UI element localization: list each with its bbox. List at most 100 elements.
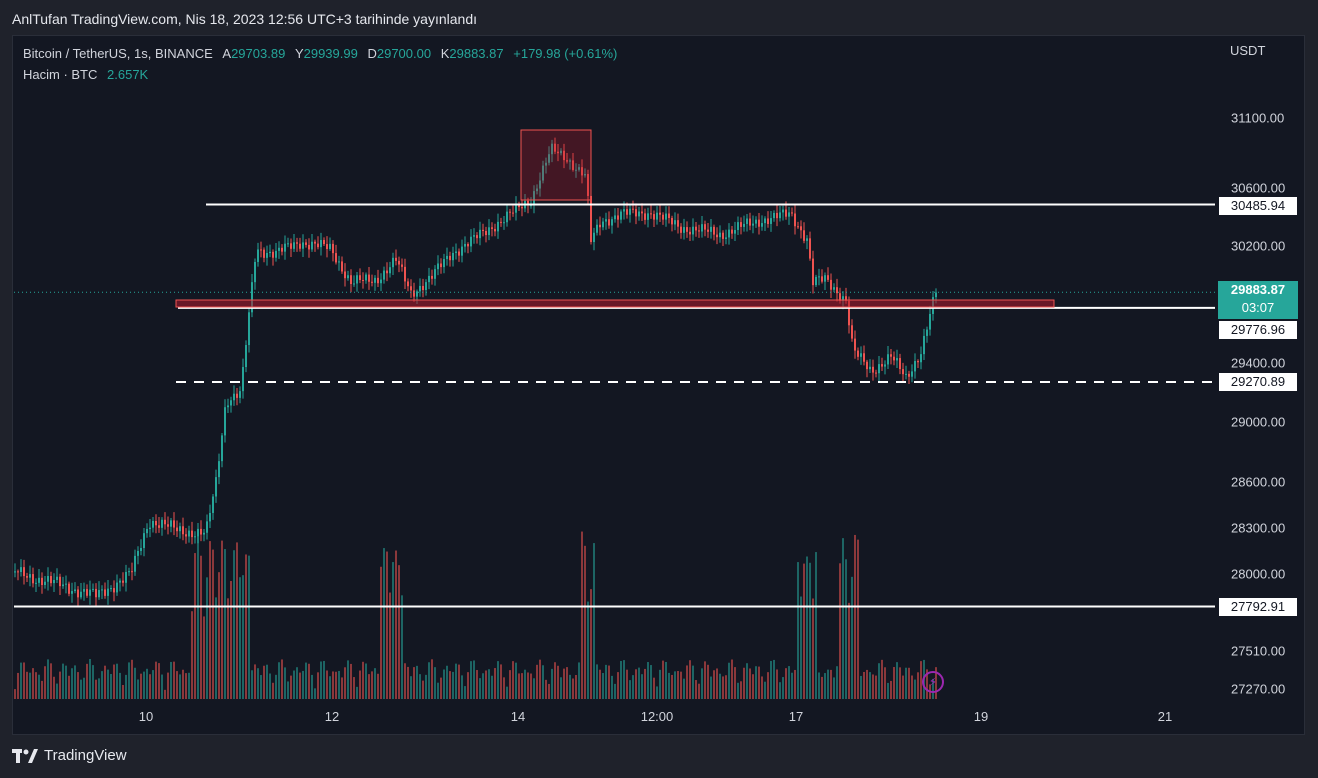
volume-bar xyxy=(524,669,526,699)
volume-bar xyxy=(731,659,733,699)
volume-bar xyxy=(257,668,259,699)
volume-bar xyxy=(869,672,871,699)
volume-bar xyxy=(299,672,301,699)
volume-bar xyxy=(791,672,793,699)
candle-body xyxy=(233,393,235,401)
volume-bar xyxy=(167,672,169,699)
candle-body xyxy=(764,218,766,224)
volume-bar xyxy=(467,672,469,699)
candle-body xyxy=(266,252,268,258)
candle-body xyxy=(851,325,853,339)
volume-bar xyxy=(59,671,61,699)
volume-label[interactable]: Hacim · BTC xyxy=(23,67,98,82)
volume-bar xyxy=(782,677,784,699)
candle-body xyxy=(824,275,826,282)
candle-body xyxy=(842,296,844,301)
candle-body xyxy=(194,536,196,538)
volume-bar xyxy=(482,673,484,699)
candle-body xyxy=(176,527,178,532)
volume-bar xyxy=(170,661,172,699)
volume-bar xyxy=(545,679,547,699)
candle-body xyxy=(437,263,439,270)
volume-bar xyxy=(275,674,277,699)
candle-body xyxy=(155,520,157,526)
volume-bar xyxy=(122,684,124,699)
candle-body xyxy=(665,213,667,220)
candle-body xyxy=(644,213,646,220)
current-price: 29883.87 xyxy=(1230,282,1286,297)
candle-body xyxy=(512,212,514,214)
volume-bar xyxy=(245,554,247,699)
volume-bar xyxy=(332,671,334,699)
volume-bar xyxy=(548,683,550,699)
candle-body xyxy=(95,588,97,598)
volume-bar xyxy=(440,677,442,699)
top-highlight-box[interactable] xyxy=(520,129,592,201)
candle-body xyxy=(827,275,829,280)
support-zone-box[interactable] xyxy=(175,299,1055,308)
candle-body xyxy=(68,583,70,594)
volume-bar xyxy=(140,673,142,699)
volume-bar xyxy=(227,598,229,699)
candle-body xyxy=(359,275,361,281)
candle-body xyxy=(848,300,850,326)
price-unit[interactable]: USDT xyxy=(1230,43,1266,58)
high-value: 29939.99 xyxy=(303,46,358,61)
volume-bar xyxy=(587,601,589,699)
volume-bar xyxy=(62,663,64,699)
candle-body xyxy=(257,249,259,262)
volume-bar xyxy=(164,689,166,699)
candle-body xyxy=(23,567,25,577)
candle-body xyxy=(767,218,769,224)
candle-body xyxy=(668,213,670,218)
volume-bar xyxy=(401,595,403,699)
volume-bar xyxy=(620,660,622,699)
volume-bar xyxy=(536,664,538,699)
symbol-title[interactable]: Bitcoin / TetherUS, 1s, BINANCE xyxy=(23,46,213,61)
candle-body xyxy=(497,221,499,232)
candle-body xyxy=(470,236,472,247)
price-chart[interactable] xyxy=(12,35,1305,735)
volume-bar xyxy=(404,663,406,699)
candle-body xyxy=(782,209,784,213)
volume-bar xyxy=(215,597,217,699)
candle-body xyxy=(611,219,613,226)
volume-bar xyxy=(407,666,409,699)
candle-body xyxy=(296,242,298,244)
candle-body xyxy=(35,582,37,584)
volume-bar xyxy=(284,667,286,699)
candle-body xyxy=(251,282,253,313)
volume-bar xyxy=(341,677,343,699)
volume-bar xyxy=(821,676,823,699)
candle-body xyxy=(341,261,343,272)
candle-body xyxy=(89,589,91,596)
volume-bar xyxy=(437,682,439,699)
candle-body xyxy=(260,249,262,251)
volume-bar xyxy=(206,577,208,699)
candle-body xyxy=(590,195,592,243)
volume-bar xyxy=(809,562,811,699)
volume-bar xyxy=(146,668,148,699)
candle-body xyxy=(800,226,802,231)
volume-bar xyxy=(596,664,598,699)
candle-body xyxy=(593,232,595,243)
candle-body xyxy=(200,528,202,535)
volume-bar xyxy=(713,670,715,699)
volume-bar xyxy=(638,667,640,699)
candle-body xyxy=(602,221,604,228)
lightning-icon[interactable]: ⚡ xyxy=(922,671,944,693)
volume-bar xyxy=(665,661,667,699)
volume-bar xyxy=(851,576,853,699)
candle-body xyxy=(116,582,118,593)
volume-bar xyxy=(539,659,541,699)
candle-body xyxy=(119,580,121,583)
volume-bar xyxy=(623,660,625,699)
candle-body xyxy=(710,226,712,232)
volume-bar xyxy=(56,683,58,699)
volume-bar xyxy=(890,680,892,699)
tradingview-brand[interactable]: TradingView xyxy=(12,747,127,764)
volume-bar xyxy=(740,681,742,699)
candle-body xyxy=(320,239,322,248)
volume-bar xyxy=(71,668,73,699)
volume-bar xyxy=(368,674,370,699)
